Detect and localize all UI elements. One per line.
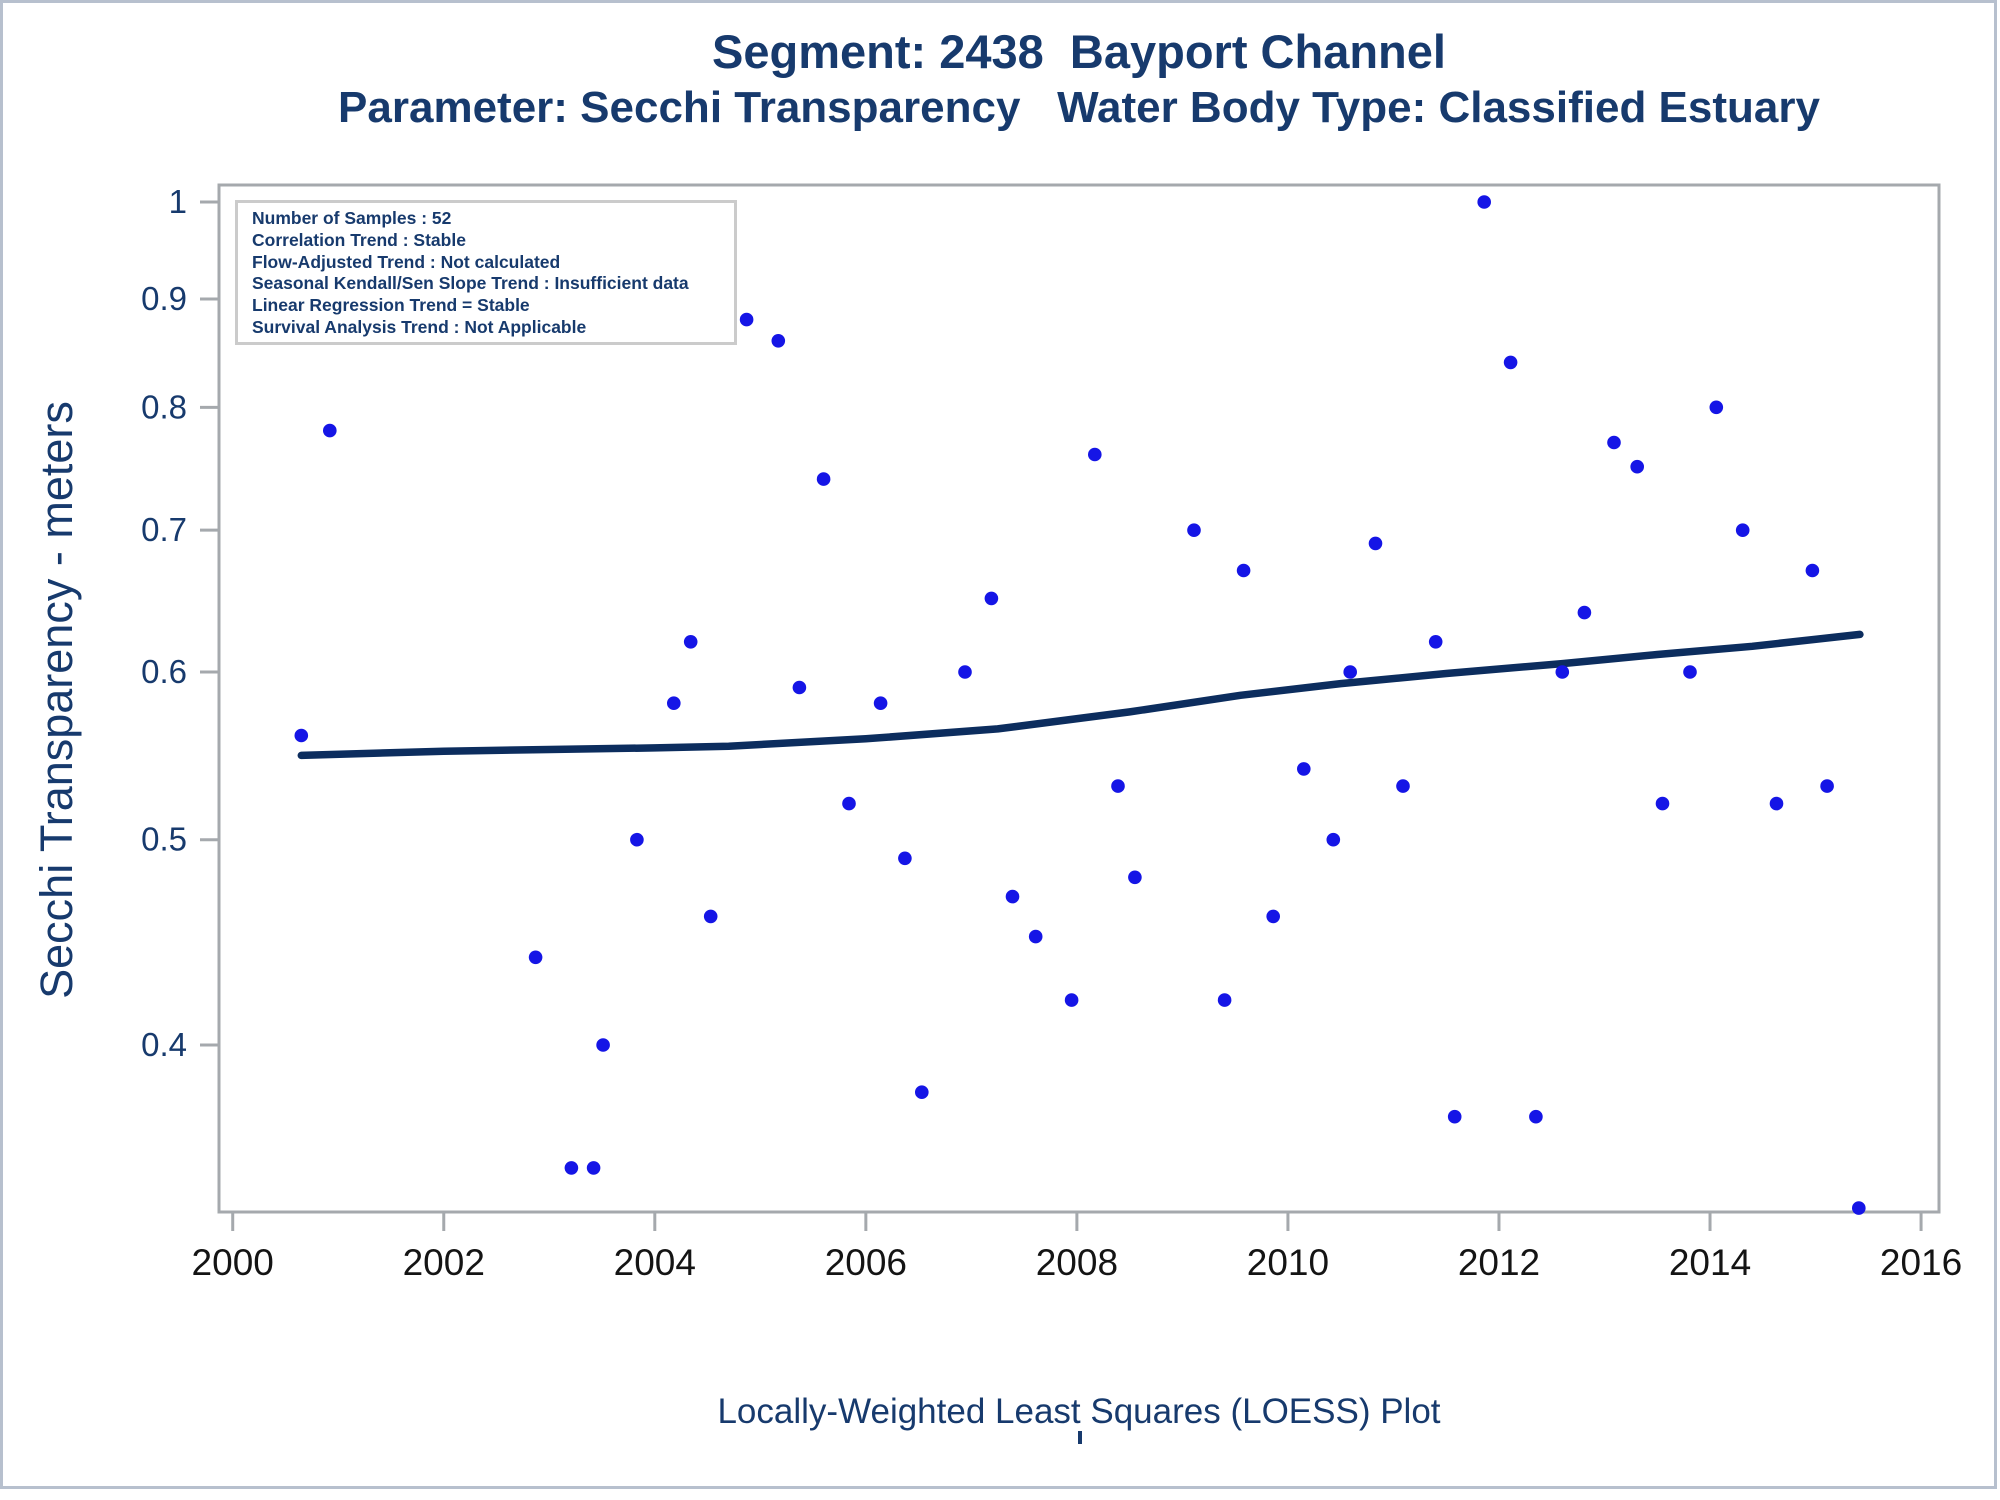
data-point	[1709, 400, 1724, 415]
y-tick-label: 0.6	[141, 653, 187, 690]
data-point	[1735, 523, 1750, 537]
stats-line-survival-analysis: Survival Analysis Trend : Not Applicable	[252, 316, 587, 337]
data-point	[586, 1161, 601, 1175]
stats-line-seasonal-kendall: Seasonal Kendall/Sen Slope Trend : Insuf…	[252, 273, 689, 294]
x-tick-label: 2004	[614, 1242, 696, 1283]
data-point	[1396, 779, 1410, 793]
stats-line-samples: Number of Samples : 52	[252, 208, 452, 228]
data-point	[683, 635, 698, 649]
data-point	[1503, 355, 1518, 370]
y-tick-label: 0.8	[141, 388, 187, 425]
data-point	[915, 1085, 929, 1099]
plot-frame	[217, 183, 1941, 1214]
data-point	[842, 796, 856, 811]
data-point	[1477, 195, 1491, 209]
data-point	[1297, 762, 1311, 776]
data-point	[1236, 563, 1251, 578]
y-tick-label: 0.9	[141, 280, 187, 317]
data-point	[792, 680, 807, 695]
data-point	[1326, 832, 1341, 847]
footnote-tick-mark	[1078, 1431, 1082, 1444]
data-point	[1577, 605, 1592, 620]
plot-frame-group	[217, 183, 1941, 1214]
data-point	[1111, 779, 1125, 793]
data-point	[1005, 889, 1020, 904]
data-point	[1607, 435, 1621, 450]
data-point	[1805, 563, 1820, 578]
data-point	[1529, 1109, 1543, 1124]
data-point	[1343, 665, 1357, 679]
data-point	[1555, 665, 1570, 679]
y-tick-label: 0.5	[141, 821, 187, 858]
chart-subtitle: Parameter: Secchi Transparency Water Bod…	[338, 83, 1820, 132]
y-tick-label: 0.7	[141, 511, 187, 548]
data-point	[1683, 665, 1697, 679]
loess-curve	[297, 630, 1864, 760]
x-tick-label: 2002	[403, 1242, 485, 1283]
data-point	[1266, 909, 1280, 924]
x-tick-label: 2012	[1458, 1242, 1540, 1283]
x-tick-label: 2000	[192, 1242, 274, 1283]
data-point	[984, 591, 999, 606]
y-tick-label: 1	[169, 183, 187, 220]
stats-line-correlation-trend: Correlation Trend : Stable	[252, 229, 466, 250]
data-point	[958, 665, 972, 679]
data-point	[1655, 796, 1670, 811]
data-point	[630, 832, 644, 847]
data-point	[1088, 447, 1102, 462]
data-point	[873, 696, 888, 710]
data-point	[1447, 1109, 1462, 1124]
data-point	[898, 851, 912, 866]
footnote: Locally-Weighted Least Squares (LOESS) P…	[717, 1392, 1441, 1431]
stats-line-linear-regression: Linear Regression Trend = Stable	[252, 295, 530, 316]
x-tick-label: 2008	[1036, 1242, 1118, 1283]
data-point	[1064, 993, 1079, 1007]
data-point	[1852, 1201, 1866, 1215]
data-point	[1028, 929, 1043, 944]
data-point	[1368, 536, 1383, 551]
data-point	[323, 423, 337, 438]
data-point	[771, 334, 786, 348]
x-tick-label: 2006	[825, 1242, 907, 1283]
data-point	[528, 950, 543, 965]
data-point	[1128, 870, 1142, 885]
x-axis-ticks: 2000 2002 2004 2006 2008 2010 2012 2014 2016	[192, 1212, 1962, 1283]
data-point	[294, 728, 309, 743]
loess-curve-group	[297, 630, 1864, 760]
x-tick-label: 2014	[1669, 1242, 1751, 1283]
data-point	[1820, 779, 1834, 793]
data-points-group	[294, 195, 1866, 1215]
data-point	[1769, 796, 1784, 811]
data-point	[667, 696, 681, 710]
data-point	[1217, 993, 1232, 1007]
data-point	[1630, 459, 1644, 474]
data-point	[1187, 523, 1201, 537]
chart-title: Segment: 2438 Bayport Channel	[712, 25, 1446, 78]
x-tick-label: 2016	[1880, 1242, 1962, 1283]
y-tick-label: 0.4	[141, 1026, 187, 1063]
data-point	[596, 1038, 610, 1052]
data-point	[564, 1161, 579, 1175]
data-point	[1428, 635, 1443, 649]
y-axis-ticks: 1 0.9 0.8 0.7 0.6 0.5 0.4	[141, 183, 219, 1063]
x-tick-label: 2010	[1247, 1242, 1329, 1283]
data-point	[739, 312, 754, 327]
data-point	[816, 472, 831, 486]
stats-line-flow-adjusted: Flow-Adjusted Trend : Not calculated	[252, 251, 561, 272]
trend-stats-box: Number of Samples : 52 Correlation Trend…	[235, 200, 737, 345]
data-point	[703, 909, 718, 924]
